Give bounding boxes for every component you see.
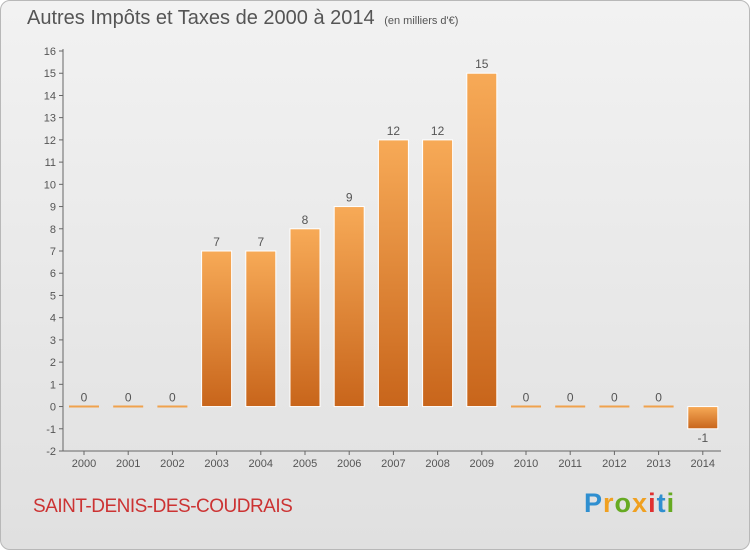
bar: [201, 250, 233, 408]
bar: [377, 139, 409, 408]
y-tick-label: 4: [50, 313, 56, 325]
data-label: 0: [81, 391, 88, 405]
y-tick-label: 7: [50, 246, 56, 258]
logo-letter: o: [614, 488, 633, 518]
x-tick-label: 2010: [514, 458, 538, 470]
bar: [333, 206, 365, 408]
data-label: 0: [655, 391, 662, 405]
bar: [687, 406, 719, 430]
y-tick-label: 6: [50, 268, 56, 280]
x-tick-label: 2011: [558, 458, 582, 470]
y-tick-label: 10: [44, 179, 56, 191]
y-tick-label: -2: [46, 446, 56, 458]
y-tick-label: -1: [46, 424, 56, 436]
data-label: 0: [611, 391, 618, 405]
bar: [422, 139, 454, 408]
y-tick-label: 2: [50, 357, 56, 369]
y-tick-label: 14: [44, 90, 56, 102]
logo-letter: P: [584, 488, 604, 518]
x-tick-label: 2005: [293, 458, 317, 470]
data-label: 0: [169, 391, 176, 405]
bar: [245, 250, 277, 408]
chart-title-text: Autres Impôts et Taxes de 2000 à 2014: [27, 7, 375, 29]
y-tick-label: 0: [50, 402, 56, 414]
data-label: 0: [567, 391, 574, 405]
y-tick-label: 8: [50, 224, 56, 236]
x-tick-label: 2003: [204, 458, 228, 470]
data-label: 0: [523, 391, 530, 405]
y-tick-label: 16: [44, 46, 56, 58]
bar: [289, 228, 321, 408]
data-label: -1: [697, 431, 708, 445]
y-tick-label: 13: [44, 113, 56, 125]
x-tick-label: 2008: [425, 458, 449, 470]
bar: [466, 72, 498, 408]
x-tick-label: 2004: [249, 458, 273, 470]
x-tick-label: 2012: [602, 458, 626, 470]
logo-letter: t: [656, 488, 667, 518]
y-tick-label: 15: [44, 68, 56, 80]
data-label: 15: [475, 57, 489, 71]
data-label: 7: [257, 235, 264, 249]
proxiti-logo[interactable]: Proxiti: [584, 488, 675, 519]
x-tick-label: 2000: [72, 458, 96, 470]
commune-name: SAINT-DENIS-DES-COUDRAIS: [33, 496, 293, 517]
data-label: 12: [431, 124, 445, 138]
data-label: 0: [125, 391, 132, 405]
y-tick-label: 5: [50, 290, 56, 302]
logo-letter: i: [666, 488, 676, 518]
x-tick-label: 2006: [337, 458, 361, 470]
data-label: 12: [387, 124, 401, 138]
x-tick-label: 2009: [470, 458, 494, 470]
data-label: 9: [346, 191, 353, 205]
x-tick-label: 2007: [381, 458, 405, 470]
logo-letter: x: [632, 488, 649, 518]
x-tick-label: 2001: [116, 458, 140, 470]
x-tick-label: 2002: [160, 458, 184, 470]
x-tick-label: 2014: [691, 458, 715, 470]
logo-letter: r: [603, 488, 615, 518]
data-label: 7: [213, 235, 220, 249]
y-tick-label: 11: [45, 157, 56, 169]
y-tick-label: 3: [50, 335, 56, 347]
logo-letter: i: [648, 488, 657, 518]
x-tick-label: 2013: [646, 458, 670, 470]
y-tick-label: 9: [50, 202, 56, 214]
data-label: 8: [302, 213, 309, 227]
chart-subtitle: (en milliers d'€): [384, 15, 459, 27]
y-tick-label: 12: [44, 135, 56, 147]
chart-title: Autres Impôts et Taxes de 2000 à 2014 (e…: [27, 7, 458, 30]
y-tick-label: 1: [50, 379, 56, 391]
